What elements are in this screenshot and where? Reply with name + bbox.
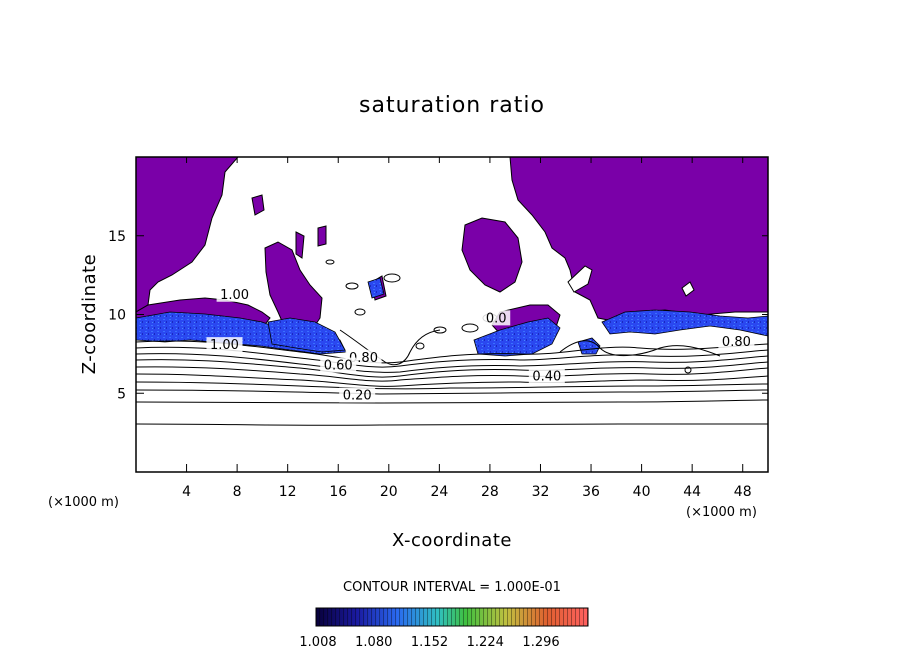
- high-band-center: [473, 317, 561, 357]
- x-tick-label: 12: [279, 484, 297, 500]
- x-tick-label: 48: [734, 484, 752, 500]
- contour-label: 0.80: [722, 335, 751, 350]
- x-tick-label: 28: [481, 484, 499, 500]
- x-tick-label: 8: [233, 484, 242, 500]
- colorbar: [315, 607, 589, 627]
- colorbar-tick-label: 1.224: [467, 635, 504, 650]
- x-tick-label: 40: [633, 484, 651, 500]
- x-tick-label: 36: [582, 484, 600, 500]
- contour-label-bg: [482, 310, 511, 326]
- contour-label-bg: [528, 368, 565, 384]
- colorbar-labels: 1.008 1.080 1.152 1.224 1.296: [299, 635, 559, 650]
- x-tick-label: 16: [329, 484, 347, 500]
- contour-label-bg: [216, 286, 253, 302]
- x-tick-label: 20: [380, 484, 398, 500]
- supersat-region-right: [509, 157, 768, 323]
- contour-lines: [136, 329, 768, 426]
- x-axis-label: X-coordinate: [392, 530, 512, 551]
- colorbar-tick-label: 1.080: [355, 635, 392, 650]
- colorbar-tick-label: 1.152: [411, 635, 448, 650]
- contour-label: 0.0: [486, 311, 507, 326]
- chart-title: saturation ratio: [359, 93, 545, 118]
- x-tick-label: 24: [430, 484, 448, 500]
- high-band-right: [601, 309, 768, 337]
- contour-labels: 1.001.000.800.600.400.200.800.0: [206, 286, 755, 404]
- y-tick-label: 5: [117, 386, 126, 402]
- y-axis-ticks: 5 10 15: [108, 229, 768, 402]
- contour-label-bg: [206, 337, 243, 353]
- y-axis-label: Z-coordinate: [79, 254, 100, 375]
- x-axis-ticks: 4 8 12 16 20 24 28 32 36 40 44 48: [182, 157, 752, 500]
- supersat-blob-center: [461, 217, 523, 293]
- contour-label: 0.20: [343, 389, 372, 404]
- contour-label-bg: [339, 387, 376, 403]
- contour-label: 0.80: [349, 351, 378, 366]
- contour-label: 0.40: [532, 370, 561, 385]
- x-tick-label: 44: [683, 484, 701, 500]
- x-tick-label: 4: [182, 484, 191, 500]
- colorbar-tick-label: 1.008: [299, 635, 336, 650]
- contour-label-bg: [718, 334, 755, 349]
- high-band-mid-left: [267, 317, 346, 353]
- y-tick-label: 15: [108, 229, 126, 245]
- contour-label-bg: [320, 357, 357, 373]
- x-unit-label-right: (×1000 m): [686, 505, 757, 520]
- contour-label: 1.00: [210, 338, 239, 353]
- x-unit-label-left: (×1000 m): [48, 495, 119, 510]
- colorbar-tick-label: 1.296: [522, 635, 559, 650]
- x-tick-label: 32: [532, 484, 550, 500]
- contour-interval-text: CONTOUR INTERVAL = 1.000E-01: [343, 580, 561, 595]
- contour-label: 0.60: [324, 359, 353, 374]
- field-fills: [136, 157, 768, 426]
- high-band-small: [577, 337, 601, 355]
- contour-label: 1.00: [220, 288, 249, 303]
- y-tick-label: 10: [108, 308, 126, 324]
